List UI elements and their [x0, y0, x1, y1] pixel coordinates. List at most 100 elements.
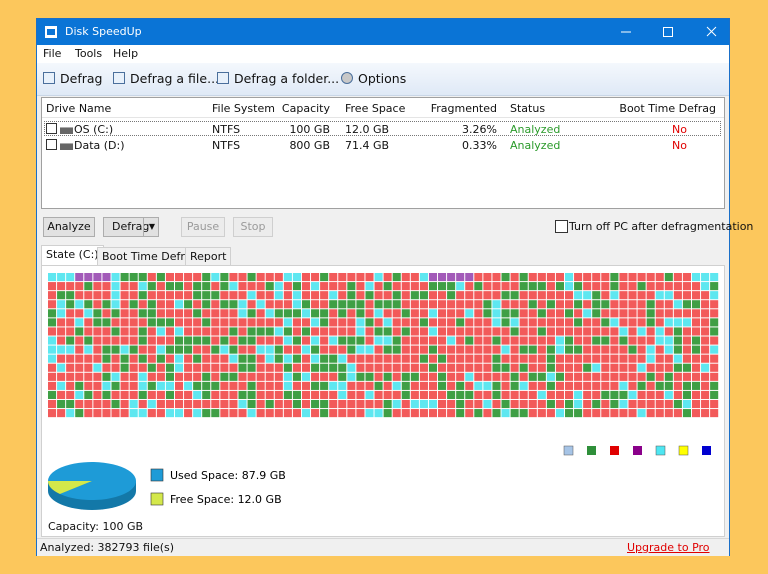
- column-header: Free Space: [345, 102, 406, 115]
- cluster-block: [637, 354, 646, 363]
- cluster-block: [111, 363, 120, 372]
- cluster-block: [129, 273, 138, 282]
- cluster-block: [574, 354, 583, 363]
- button[interactable]: Stop: [233, 217, 273, 237]
- button[interactable]: Pause: [181, 217, 225, 237]
- cluster-block: [564, 273, 574, 282]
- cluster-block: [583, 300, 592, 309]
- cluster-block: [365, 354, 374, 363]
- cluster-block: [492, 282, 501, 291]
- cluster-block: [456, 309, 465, 318]
- cluster-block: [283, 409, 292, 418]
- checkbox-label[interactable]: Turn off PC after defragmentation: [569, 220, 754, 233]
- cluster-block: [392, 300, 401, 309]
- cluster-block: [601, 273, 610, 282]
- cluster-block: [592, 399, 601, 409]
- cluster-block: [301, 381, 311, 390]
- cluster-block: [555, 381, 565, 390]
- dropdown-arrow[interactable]: ▼: [143, 217, 160, 237]
- row-checkbox[interactable]: [46, 123, 57, 134]
- cluster-block: [492, 336, 501, 345]
- cluster-block: [555, 363, 565, 372]
- cluster-block: [283, 273, 292, 282]
- cluster-block: [546, 354, 555, 363]
- cluster-block: [456, 372, 465, 381]
- cluster-block: [111, 336, 120, 345]
- cluster-block: [528, 399, 537, 409]
- cluster-block: [655, 327, 664, 336]
- cluster-block: [465, 363, 474, 372]
- cluster-block: [256, 273, 265, 282]
- cluster-block: [519, 318, 528, 327]
- cluster-block: [274, 291, 283, 300]
- cluster-block: [401, 318, 410, 327]
- cluster-block: [528, 354, 537, 363]
- cluster-block: [691, 273, 701, 282]
- menu-item[interactable]: File: [43, 47, 62, 60]
- tab[interactable]: Boot Time Defrag: [97, 247, 204, 266]
- row-checkbox[interactable]: [46, 139, 57, 150]
- window-controls[interactable]: [609, 19, 729, 45]
- cluster-block: [292, 291, 301, 300]
- cluster-block: [202, 345, 211, 354]
- cluster-block: [410, 336, 419, 345]
- cluster-block: [438, 282, 447, 291]
- cluster-block: [383, 381, 392, 390]
- cluster-block: [537, 273, 546, 282]
- cluster-block: [129, 300, 138, 309]
- cluster-block: [283, 363, 292, 372]
- button[interactable]: Defrag: [103, 217, 159, 237]
- cluster-block: [537, 372, 546, 381]
- cluster-block: [474, 363, 483, 372]
- cluster-block: [247, 336, 256, 345]
- cluster-block: [265, 345, 274, 354]
- cluster-block: [156, 354, 165, 363]
- cluster-block: [628, 336, 637, 345]
- cluster-block: [601, 327, 610, 336]
- toolbar-button[interactable]: Defrag: [60, 71, 103, 86]
- cluster-block: [66, 336, 75, 345]
- cluster-block: [483, 327, 492, 336]
- cluster-block: [428, 327, 438, 336]
- button[interactable]: Analyze: [43, 217, 95, 237]
- cluster-block: [84, 345, 93, 354]
- tab[interactable]: State (C:): [41, 245, 104, 267]
- cluster-block: [57, 363, 66, 372]
- cluster-block: [311, 327, 320, 336]
- cluster-block: [655, 399, 664, 409]
- cluster-block: [564, 291, 574, 300]
- toolbar-button[interactable]: Options: [358, 71, 407, 86]
- tab[interactable]: Report: [185, 247, 232, 266]
- cluster-block: [48, 273, 57, 282]
- cluster-block: [383, 336, 392, 345]
- cluster-block: [93, 318, 102, 327]
- cluster-block: [628, 318, 637, 327]
- menu-item[interactable]: Tools: [75, 47, 103, 60]
- cluster-block: [664, 282, 673, 291]
- cluster-block: [410, 363, 419, 372]
- menu-item[interactable]: Help: [113, 47, 139, 60]
- toolbar-icon: [341, 72, 353, 84]
- cluster-block: [102, 309, 111, 318]
- upgrade-link[interactable]: Upgrade to Pro: [627, 541, 710, 554]
- cluster-block: [93, 390, 102, 400]
- cluster-block: [701, 409, 710, 418]
- cluster-block: [510, 309, 519, 318]
- cluster-block: [619, 399, 628, 409]
- cluster-block: [483, 282, 492, 291]
- cluster-block: [57, 282, 66, 291]
- cluster-block: [701, 399, 710, 409]
- cluster-block: [646, 318, 655, 327]
- toolbar-button[interactable]: Defrag a file...: [130, 71, 220, 86]
- cluster-block: [66, 318, 75, 327]
- cluster-block: [392, 354, 401, 363]
- cluster-block: [147, 345, 156, 354]
- cluster-block: [338, 309, 347, 318]
- toolbar-button[interactable]: Defrag a folder...: [234, 71, 340, 86]
- cluster-block: [419, 336, 428, 345]
- cluster-block: [274, 273, 283, 282]
- cluster-block: [610, 409, 619, 418]
- checkbox[interactable]: [555, 220, 568, 233]
- cluster-block: [129, 345, 138, 354]
